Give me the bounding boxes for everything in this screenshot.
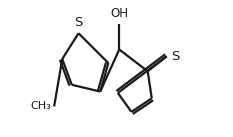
- Text: S: S: [74, 16, 83, 29]
- Text: OH: OH: [110, 7, 128, 20]
- Text: CH₃: CH₃: [31, 102, 51, 112]
- Text: S: S: [171, 50, 179, 63]
